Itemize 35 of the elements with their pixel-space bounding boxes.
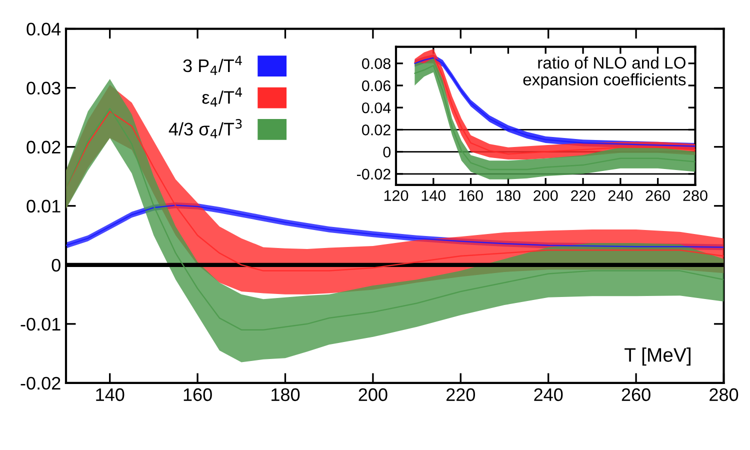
annotation: ratio of NLO and LO expansion coefficients [523, 56, 686, 89]
x-tick-label: 160 [184, 388, 212, 402]
x-tick-label: 260 [622, 388, 650, 402]
x-axis-title: T [MeV] [624, 348, 690, 366]
x-tick-label: 260 [646, 190, 670, 202]
y-tick-label: 0 [52, 258, 60, 272]
y-tick-label: 0.02 [26, 140, 60, 154]
x-tick-label: 180 [272, 388, 300, 402]
y-tick-label: -0.01 [20, 318, 60, 331]
x-tick-label: 200 [534, 190, 558, 202]
y-tick-label: 0.04 [26, 22, 61, 36]
legend-label: ε$_{4}$/T$^{4}$ [202, 88, 242, 107]
x-tick-label: 140 [96, 388, 124, 402]
y-tick-label: 0.06 [362, 80, 390, 92]
y-tick-label: -0.02 [357, 168, 390, 180]
x-tick-label: 240 [608, 190, 633, 202]
x-tick-label: 180 [496, 190, 520, 202]
x-tick-label: 280 [683, 190, 708, 202]
x-tick-label: 220 [446, 388, 476, 402]
y-tick-label: -0.02 [20, 376, 60, 390]
x-tick-label: 220 [571, 190, 596, 202]
x-tick-label: 160 [459, 190, 483, 202]
y-tick-label: 0.02 [362, 124, 390, 136]
x-tick-label: 200 [358, 388, 388, 402]
x-tick-label: 140 [422, 190, 446, 202]
x-tick-label: 120 [384, 190, 408, 202]
y-tick-label: 0.03 [26, 82, 60, 95]
x-tick-label: 280 [710, 388, 738, 402]
y-tick-label: 0 [383, 146, 391, 158]
y-tick-label: 0.01 [26, 200, 60, 213]
legend-label: 4/3 σ$_{4}$/T$^{3}$ [168, 119, 242, 138]
legend-label: 3 P$_{4}$/T$^{4}$ [183, 56, 242, 75]
x-tick-label: 240 [534, 388, 563, 402]
y-tick-label: 0.08 [362, 58, 390, 70]
y-tick-label: 0.04 [362, 102, 391, 114]
